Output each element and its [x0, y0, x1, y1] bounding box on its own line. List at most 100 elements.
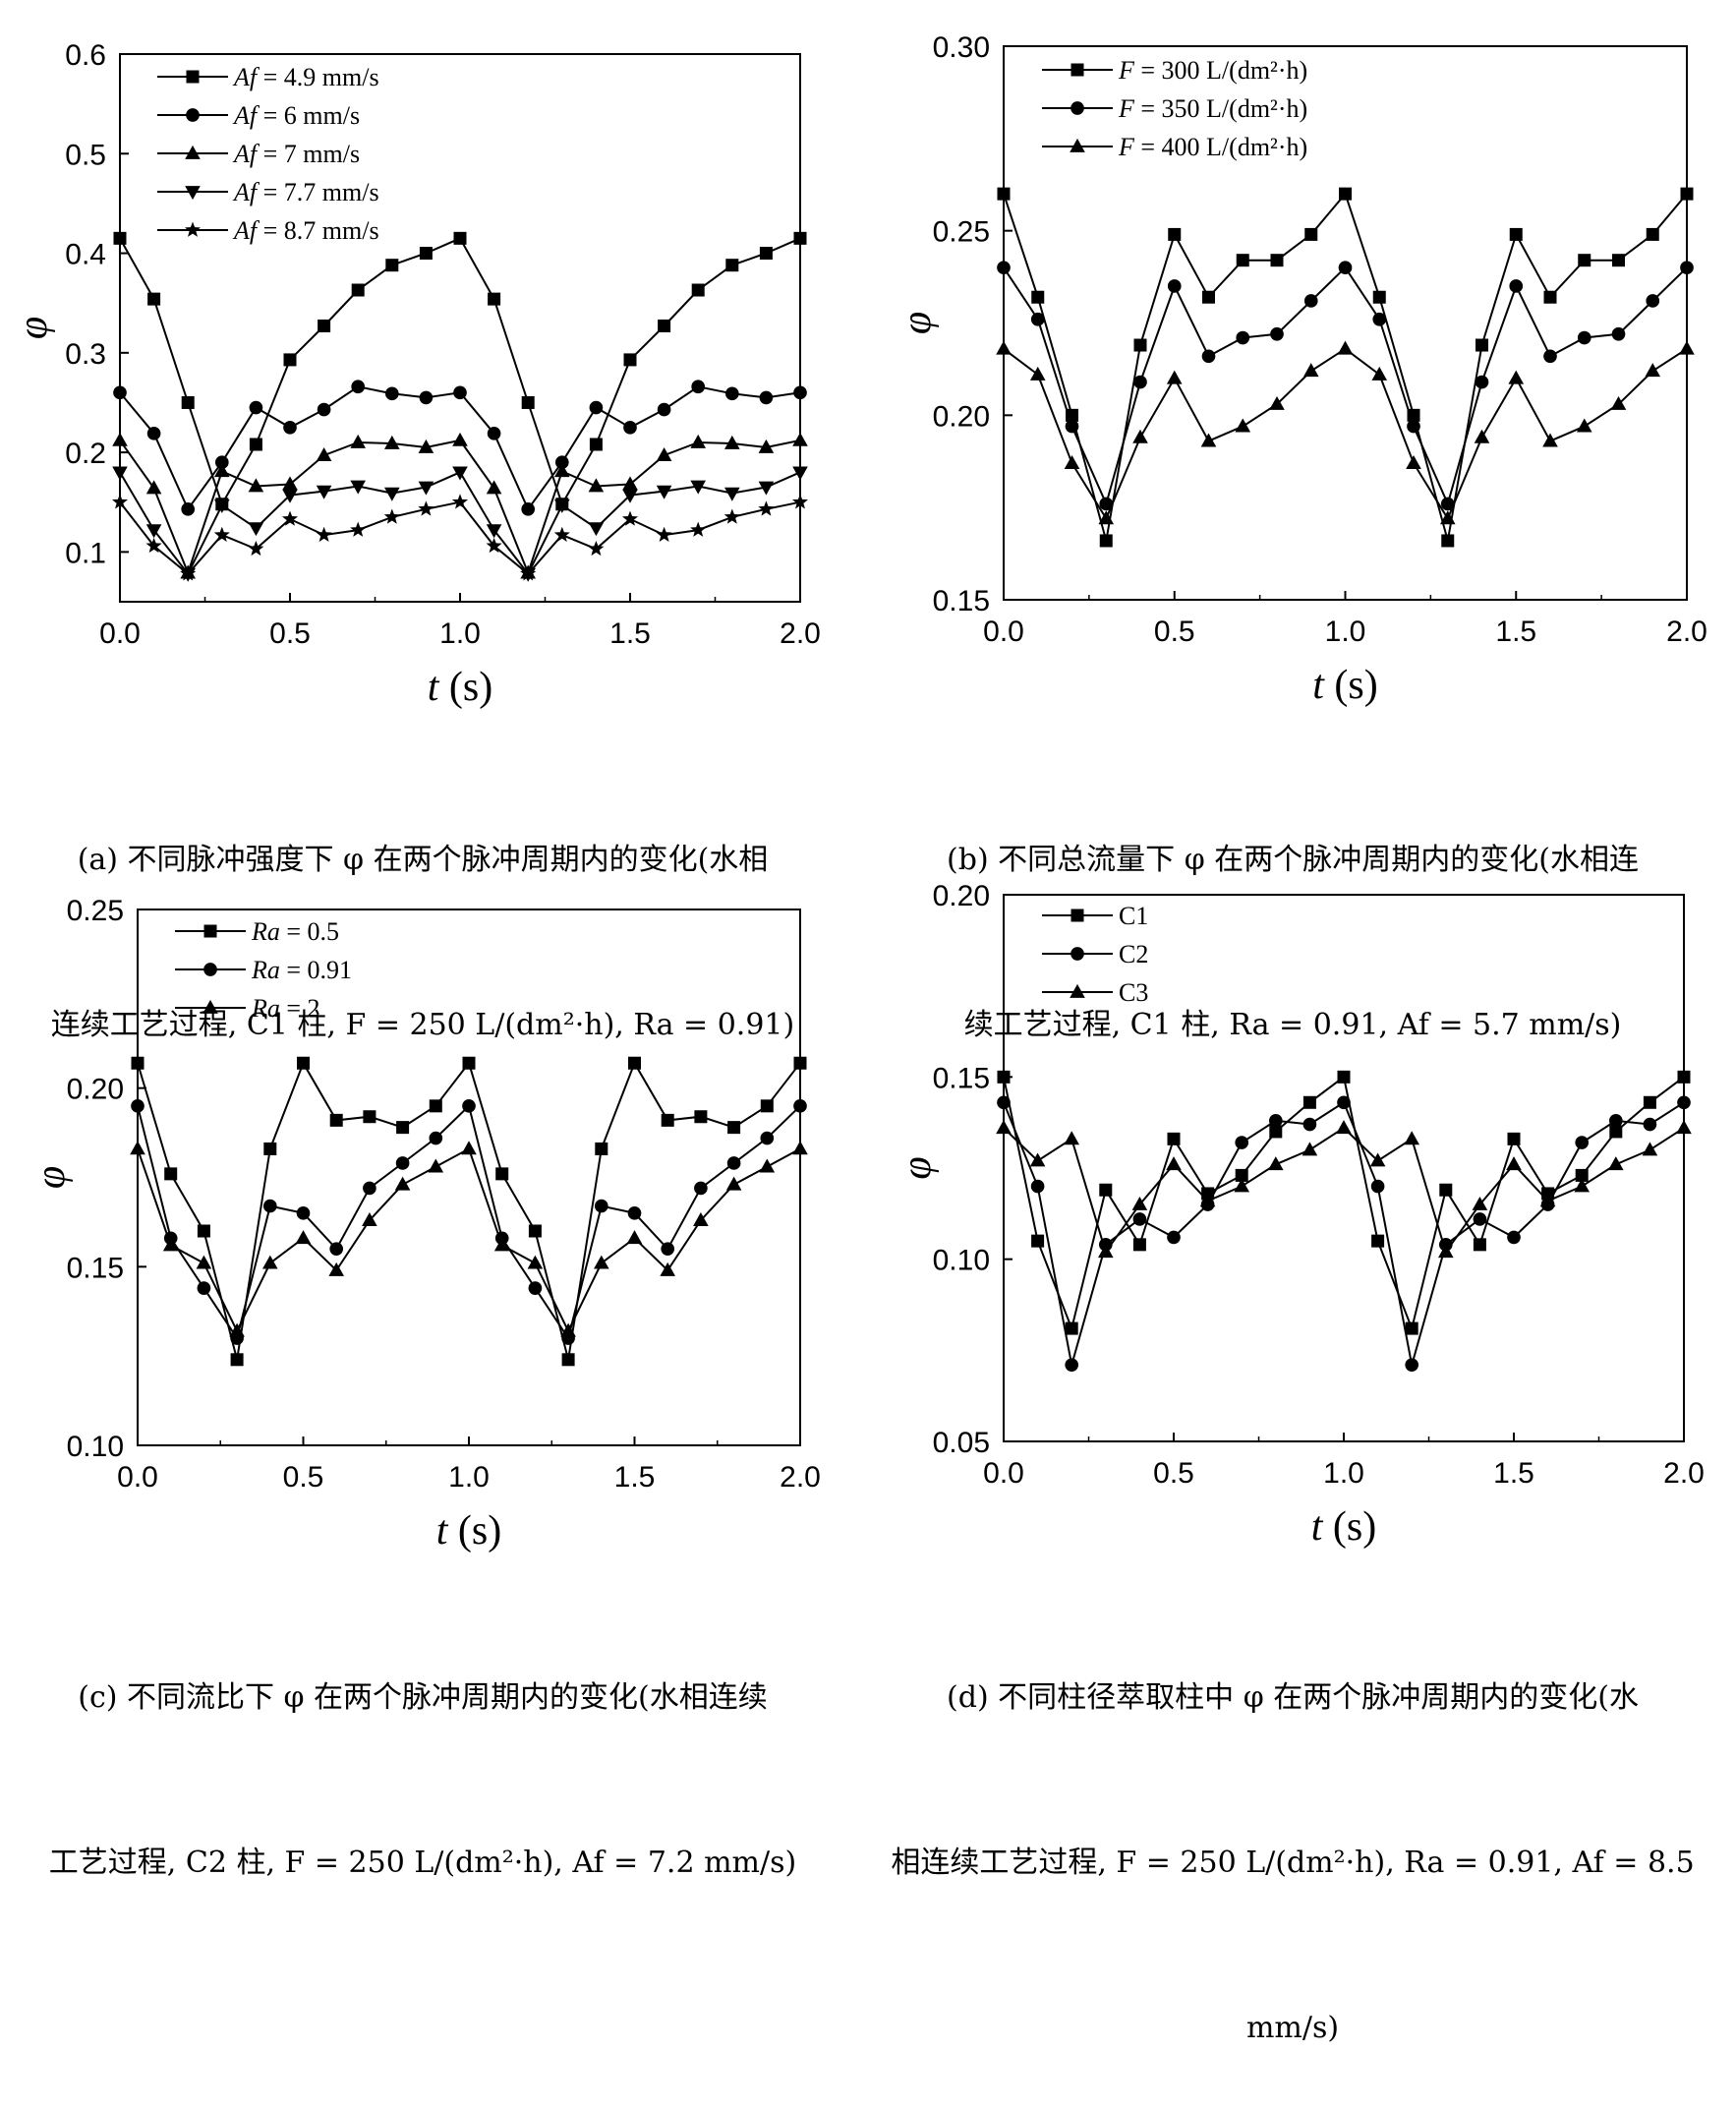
data-point-a-5-6: [316, 526, 332, 542]
data-point-d-1-4: [1132, 1238, 1146, 1252]
series-line-b-2: [1003, 265, 1688, 507]
data-point-c-1-2: [197, 1224, 210, 1238]
data-point-d-2-2: [1065, 1358, 1079, 1372]
data-point-a-3-14: [588, 478, 605, 493]
data-point-d-1-20: [1677, 1070, 1691, 1084]
data-point-a-5-12: [520, 565, 537, 581]
data-point-a-4-15: [622, 489, 638, 503]
data-point-a-3-9: [418, 439, 434, 453]
data-point-b-3-3: [1098, 510, 1115, 525]
data-point-c-3-13: [560, 1322, 576, 1337]
legend-marker-d-2: [1071, 947, 1084, 961]
data-point-c-2-8: [395, 1156, 410, 1170]
data-point-a-4-0: [112, 466, 128, 481]
data-point-b-2-11: [1372, 312, 1387, 326]
data-point-a-4-1: [145, 524, 162, 539]
data-point-a-4-5: [282, 489, 298, 503]
legend-marker-b-3: [1070, 138, 1085, 152]
data-point-d-2-0: [997, 1095, 1011, 1110]
data-point-b-1-18: [1612, 254, 1625, 267]
series-d-1: [997, 1070, 1691, 1335]
data-point-a-4-8: [384, 487, 400, 501]
x-axis-title-a: t (s): [428, 665, 493, 710]
data-point-a-5-20: [791, 494, 809, 509]
data-point-a-3-10: [452, 432, 468, 446]
data-point-c-3-7: [362, 1211, 377, 1226]
data-point-c-3-0: [130, 1141, 145, 1155]
figure-canvas: 0.0 0.5 1.0 1.5 2.0 0.1 0.2 0.3 0.4 0.5 0.6 φ t (s) A…: [11, 31, 1707, 1554]
data-point-d-1-12: [1405, 1321, 1418, 1335]
data-point-c-2-9: [429, 1131, 443, 1145]
data-point-a-4-16: [656, 485, 672, 499]
data-point-d-2-18: [1608, 1113, 1623, 1128]
legend-marker-a-4: [185, 186, 201, 201]
data-point-a-1-2: [181, 395, 195, 409]
series-a-5: [111, 494, 809, 581]
x-axis-title-d: t (s): [1311, 1504, 1377, 1550]
data-point-a-2-7: [351, 380, 366, 394]
data-point-c-3-20: [792, 1141, 808, 1155]
legend-label-d-3: C3: [1119, 978, 1148, 1007]
data-point-b-2-4: [1133, 375, 1147, 389]
x-tick-label-a-3: 1.5: [609, 617, 651, 650]
data-point-c-2-15: [627, 1206, 642, 1220]
data-point-a-4-9: [418, 481, 434, 496]
data-point-a-4-18: [724, 487, 740, 501]
legend-label-b-1: F = 300 L/(dm²·h): [1118, 56, 1307, 85]
x-tick-label-c-3: 1.5: [614, 1461, 656, 1494]
data-point-a-5-17: [690, 521, 707, 537]
data-point-d-3-9: [1302, 1142, 1318, 1156]
data-point-a-2-16: [657, 402, 671, 417]
data-point-b-2-1: [1030, 312, 1045, 326]
data-point-c-2-2: [197, 1281, 211, 1295]
data-point-d-3-14: [1472, 1196, 1488, 1210]
data-point-d-2-4: [1132, 1212, 1147, 1226]
data-point-a-2-0: [113, 385, 127, 400]
data-point-d-1-3: [1099, 1183, 1113, 1197]
legend-marker-c-2: [203, 963, 217, 976]
data-point-d-3-1: [1029, 1152, 1046, 1167]
data-point-d-3-5: [1166, 1156, 1182, 1171]
data-point-a-3-6: [316, 447, 332, 461]
legend-marker-a-5: [184, 221, 202, 237]
data-point-c-1-14: [595, 1142, 608, 1155]
data-point-b-3-5: [1166, 370, 1183, 384]
data-point-c-1-20: [793, 1056, 807, 1070]
legend-marker-c-1: [203, 924, 217, 938]
data-point-c-2-5: [296, 1206, 311, 1220]
data-point-a-4-17: [690, 480, 706, 495]
data-point-b-1-11: [1372, 290, 1386, 304]
data-point-c-2-10: [462, 1099, 476, 1113]
y-tick-label-a-1: 0.2: [65, 438, 106, 470]
data-point-a-5-9: [418, 500, 434, 516]
data-point-c-1-16: [661, 1113, 674, 1127]
chart-panel-b: 0.0 0.5 1.0 1.5 2.0 0.15 0.20 0.25 0.30 φ t (s) F =…: [895, 31, 1707, 708]
series-c-1: [131, 1056, 807, 1367]
series-a-1: [113, 231, 807, 511]
legend-label-d-2: C2: [1119, 940, 1148, 968]
x-tick-label-a-2: 1.0: [439, 617, 481, 650]
data-point-a-1-5: [283, 353, 297, 367]
data-point-a-5-16: [656, 526, 672, 542]
data-point-b-3-14: [1474, 429, 1490, 443]
data-point-b-2-18: [1611, 326, 1626, 341]
data-point-d-1-14: [1473, 1238, 1486, 1252]
data-point-a-3-19: [758, 439, 775, 453]
data-point-b-2-5: [1167, 279, 1182, 293]
data-point-a-5-19: [758, 500, 775, 516]
data-point-b-2-9: [1303, 294, 1318, 308]
data-point-a-5-7: [350, 521, 367, 537]
data-point-c-2-4: [262, 1199, 277, 1213]
data-point-c-1-18: [727, 1121, 741, 1135]
data-point-a-3-11: [486, 480, 502, 495]
data-point-b-1-14: [1476, 338, 1488, 352]
data-point-b-1-3: [1099, 534, 1113, 548]
data-point-d-2-9: [1302, 1117, 1317, 1132]
legend-marker-a-3: [185, 145, 201, 159]
data-point-b-3-13: [1439, 510, 1456, 525]
data-point-a-4-19: [758, 481, 775, 496]
data-point-d-1-1: [1031, 1234, 1045, 1248]
data-point-c-2-20: [793, 1099, 807, 1113]
data-point-a-5-5: [281, 510, 299, 526]
